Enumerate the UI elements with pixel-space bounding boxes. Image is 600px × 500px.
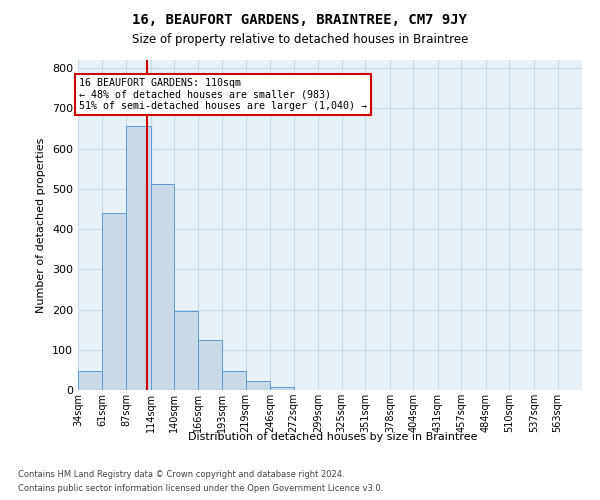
- Text: Size of property relative to detached houses in Braintree: Size of property relative to detached ho…: [132, 32, 468, 46]
- Bar: [78, 371, 103, 390]
- Bar: [103, 213, 126, 390]
- Bar: [222, 371, 245, 390]
- Text: Distribution of detached houses by size in Braintree: Distribution of detached houses by size …: [188, 432, 478, 442]
- Y-axis label: Number of detached properties: Number of detached properties: [37, 138, 46, 312]
- Bar: [270, 387, 294, 390]
- Bar: [151, 184, 174, 390]
- Text: Contains HM Land Registry data © Crown copyright and database right 2024.: Contains HM Land Registry data © Crown c…: [18, 470, 344, 479]
- Text: 16 BEAUFORT GARDENS: 110sqm
← 48% of detached houses are smaller (983)
51% of se: 16 BEAUFORT GARDENS: 110sqm ← 48% of det…: [79, 78, 367, 112]
- Text: Contains public sector information licensed under the Open Government Licence v3: Contains public sector information licen…: [18, 484, 383, 493]
- Bar: [197, 340, 222, 390]
- Bar: [245, 381, 270, 390]
- Bar: [126, 126, 151, 390]
- Text: 16, BEAUFORT GARDENS, BRAINTREE, CM7 9JY: 16, BEAUFORT GARDENS, BRAINTREE, CM7 9JY: [133, 12, 467, 26]
- Bar: [174, 311, 197, 390]
